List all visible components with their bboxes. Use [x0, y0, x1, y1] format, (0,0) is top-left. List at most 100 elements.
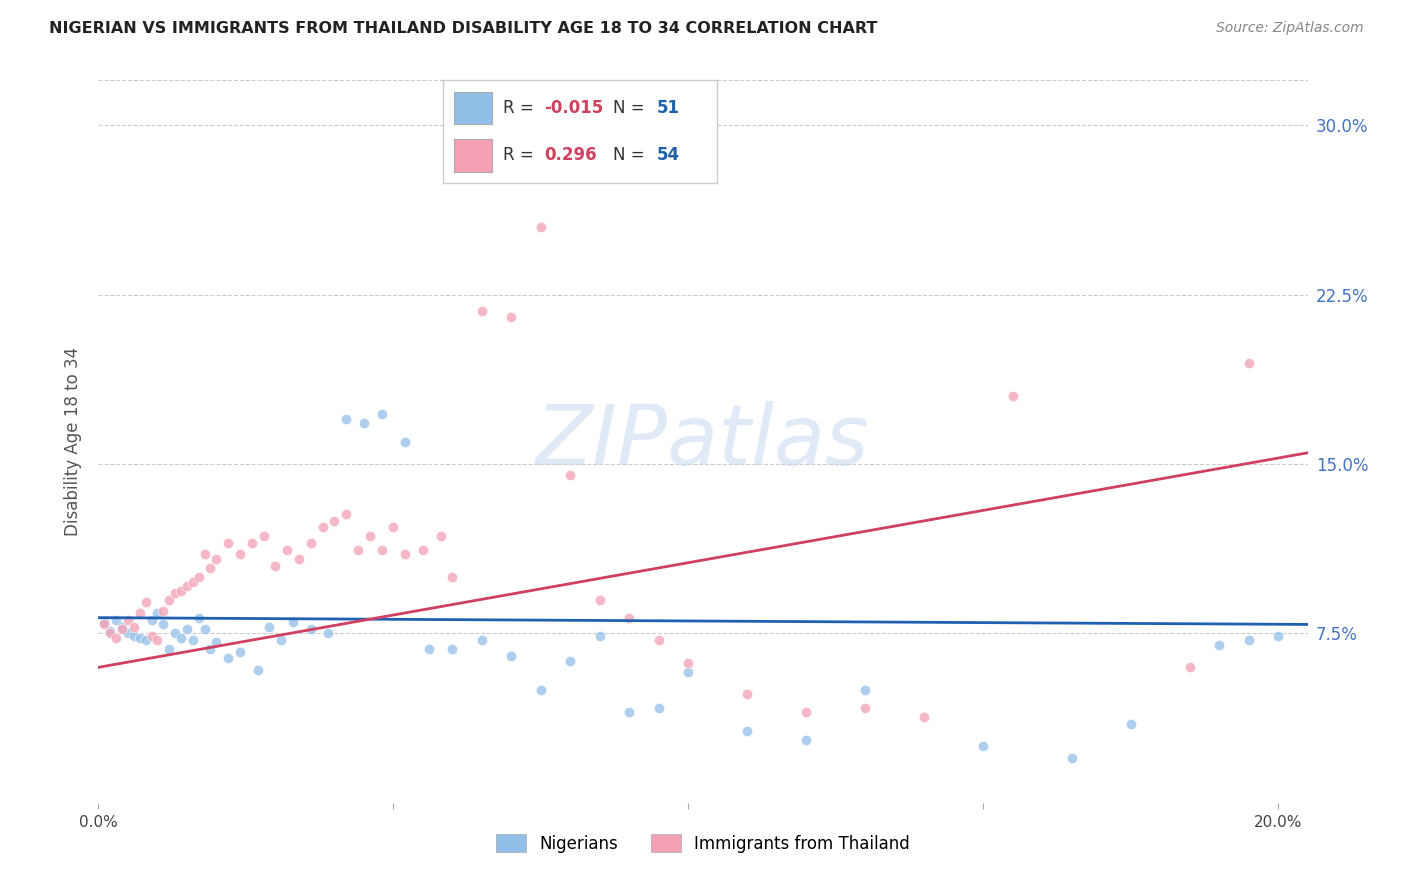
Point	[794, 732, 817, 747]
Point	[441, 642, 464, 657]
Point	[530, 220, 553, 235]
Point	[205, 635, 228, 649]
Text: R =: R =	[503, 146, 544, 164]
Point	[176, 579, 198, 593]
Text: N =: N =	[613, 146, 650, 164]
Point	[912, 710, 935, 724]
Point	[270, 633, 292, 648]
Point	[394, 434, 416, 449]
Point	[229, 644, 252, 658]
Point	[318, 626, 340, 640]
Point	[146, 606, 169, 620]
Point	[412, 542, 434, 557]
Point	[259, 620, 281, 634]
Point	[122, 620, 145, 634]
Point	[441, 570, 464, 584]
Point	[128, 631, 150, 645]
Point	[157, 642, 180, 657]
Point	[176, 622, 198, 636]
Text: Source: ZipAtlas.com: Source: ZipAtlas.com	[1216, 21, 1364, 36]
Point	[471, 303, 494, 318]
Text: N =: N =	[613, 99, 650, 117]
Point	[157, 592, 180, 607]
Point	[165, 626, 187, 640]
Point	[141, 629, 163, 643]
Point	[217, 651, 239, 665]
Point	[1119, 716, 1142, 731]
Point	[240, 536, 263, 550]
Point	[1178, 660, 1201, 674]
Point	[589, 629, 612, 643]
Point	[972, 739, 994, 754]
Point	[105, 613, 128, 627]
Point	[165, 586, 187, 600]
Point	[370, 408, 392, 422]
Point	[382, 520, 405, 534]
Text: R =: R =	[503, 99, 540, 117]
Point	[217, 536, 239, 550]
Point	[353, 417, 375, 431]
Point	[181, 633, 204, 648]
Point	[299, 536, 322, 550]
Point	[181, 574, 204, 589]
Point	[619, 706, 641, 720]
Text: 0.296: 0.296	[544, 146, 598, 164]
Point	[648, 701, 671, 715]
Point	[200, 561, 222, 575]
Text: 54: 54	[657, 146, 681, 164]
Point	[619, 610, 641, 624]
Point	[105, 631, 128, 645]
Point	[394, 548, 416, 562]
Point	[678, 656, 700, 670]
Point	[187, 610, 209, 624]
Point	[589, 592, 612, 607]
Text: NIGERIAN VS IMMIGRANTS FROM THAILAND DISABILITY AGE 18 TO 34 CORRELATION CHART: NIGERIAN VS IMMIGRANTS FROM THAILAND DIS…	[49, 21, 877, 37]
Point	[1237, 355, 1260, 369]
Point	[187, 570, 209, 584]
Point	[853, 682, 876, 697]
Point	[530, 682, 553, 697]
Point	[1267, 629, 1289, 643]
Point	[246, 663, 269, 677]
Point	[1060, 750, 1083, 764]
Point	[276, 542, 298, 557]
Point	[117, 613, 139, 627]
Point	[560, 468, 582, 483]
Point	[359, 529, 381, 543]
Point	[135, 595, 157, 609]
Point	[794, 706, 817, 720]
Point	[335, 412, 357, 426]
Point	[152, 617, 174, 632]
Point	[93, 617, 115, 632]
Point	[299, 622, 322, 636]
Point	[471, 633, 494, 648]
Point	[128, 606, 150, 620]
Point	[135, 633, 157, 648]
Point	[229, 548, 252, 562]
Point	[194, 548, 217, 562]
Point	[122, 629, 145, 643]
Point	[146, 633, 169, 648]
Point	[735, 723, 758, 738]
Point	[370, 542, 392, 557]
Text: 51: 51	[657, 99, 679, 117]
Point	[560, 654, 582, 668]
Point	[200, 642, 222, 657]
FancyBboxPatch shape	[454, 139, 492, 171]
Point	[111, 622, 134, 636]
Point	[323, 514, 346, 528]
Point	[117, 626, 139, 640]
Point	[678, 665, 700, 679]
Point	[170, 583, 193, 598]
Legend: Nigerians, Immigrants from Thailand: Nigerians, Immigrants from Thailand	[489, 828, 917, 860]
Point	[98, 626, 121, 640]
Point	[1001, 389, 1024, 403]
Point	[311, 520, 333, 534]
Point	[252, 529, 274, 543]
Point	[429, 529, 451, 543]
Point	[418, 642, 440, 657]
Text: -0.015: -0.015	[544, 99, 603, 117]
Point	[501, 648, 523, 663]
Point	[1237, 633, 1260, 648]
Point	[170, 631, 193, 645]
